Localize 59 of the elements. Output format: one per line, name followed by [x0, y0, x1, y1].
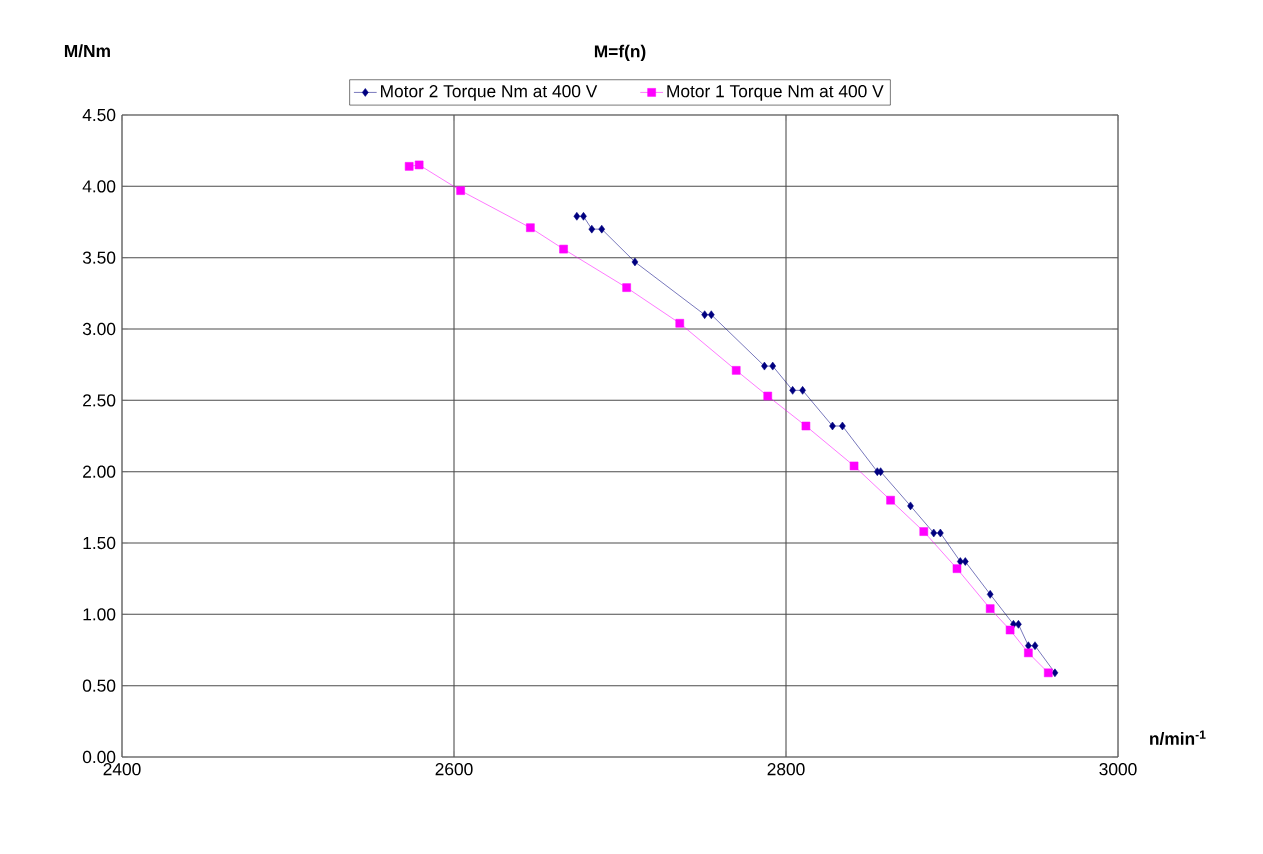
y-tick-label: 0.00: [82, 750, 116, 764]
point: [675, 319, 685, 328]
point: [526, 223, 535, 232]
point: [1025, 641, 1032, 650]
point: [631, 257, 639, 267]
legend-label: Motor 1 Torque Nm at 400 V: [667, 85, 884, 101]
y-tick-label: 4.00: [82, 180, 116, 193]
point: [404, 162, 414, 171]
x-tick-label: 3000: [1099, 763, 1137, 776]
point: [763, 391, 773, 401]
point: [801, 421, 811, 431]
y-axis-title: M/Nm: [64, 44, 110, 58]
point: [952, 564, 962, 573]
point: [769, 361, 776, 371]
y-tick-label: 1.50: [83, 536, 116, 550]
x-tick-label: 2600: [435, 763, 473, 776]
point: [559, 244, 568, 254]
x-axis-title: n/min$^{-1}$: [1150, 730, 1206, 745]
point: [1005, 625, 1015, 635]
x-tick-label: 2800: [767, 763, 805, 776]
y-tick-label: 2.50: [83, 394, 116, 407]
point: [789, 386, 796, 395]
point: [839, 421, 846, 431]
y-tick-label: 0.50: [82, 679, 116, 692]
point: [886, 495, 895, 505]
point: [622, 283, 631, 292]
point: [456, 186, 465, 195]
point: [919, 527, 929, 536]
chart-title: M=f(n): [594, 44, 646, 61]
point: [414, 160, 424, 170]
y-tick-label: 3.00: [82, 322, 116, 336]
point: [1044, 668, 1053, 678]
point: [907, 501, 914, 511]
y-tick-label: 4.50: [82, 108, 116, 122]
point: [708, 310, 715, 319]
point: [580, 212, 587, 221]
point: [849, 461, 859, 471]
point: [1024, 648, 1033, 658]
point: [1015, 620, 1022, 629]
point: [598, 224, 606, 234]
point: [1031, 641, 1039, 650]
point: [573, 212, 581, 221]
legend-label: Motor 2 Torque Nm at 400 V: [381, 85, 598, 101]
point: [799, 386, 806, 395]
point: [761, 361, 768, 371]
point: [701, 310, 708, 319]
point: [1051, 668, 1059, 678]
x-tick-label: 2400: [103, 763, 141, 776]
point: [985, 604, 995, 613]
point: [962, 557, 969, 566]
point: [588, 224, 596, 234]
y-tick-label: 1.00: [83, 608, 116, 621]
point: [731, 366, 741, 375]
point: [829, 421, 836, 431]
point: [930, 528, 938, 538]
y-tick-label: 2.00: [83, 465, 116, 478]
y-tick-label: 3.50: [82, 251, 116, 264]
point: [986, 590, 994, 599]
point: [937, 528, 944, 538]
